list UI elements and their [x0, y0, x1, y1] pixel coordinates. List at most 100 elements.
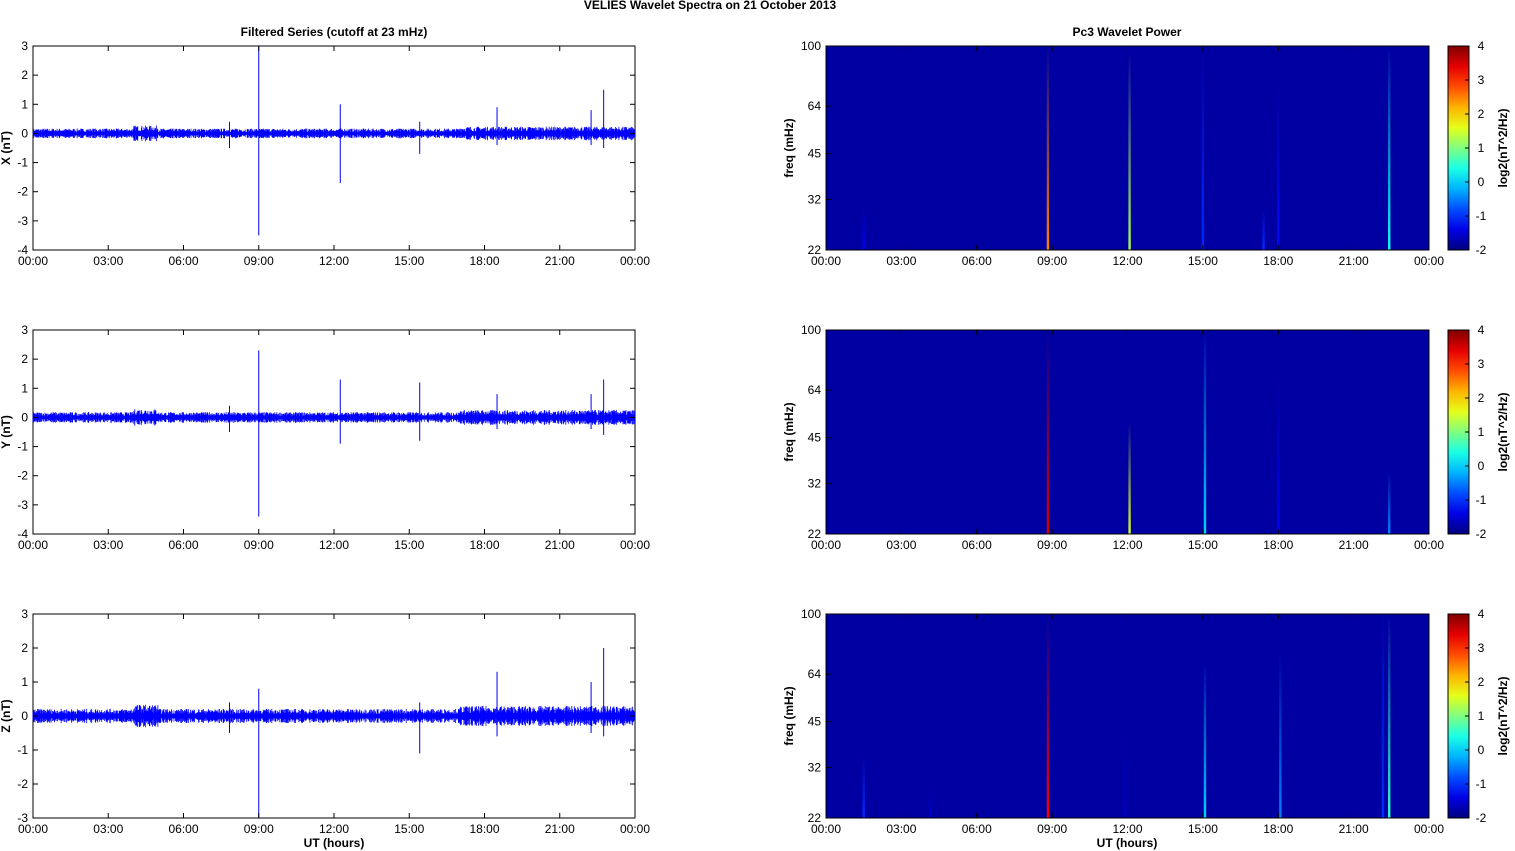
spec-2-cbar-tick-label: 2	[1478, 391, 1485, 405]
spec-2-burst	[1277, 378, 1280, 534]
ts-x-xtick-label: 00:00	[18, 254, 48, 268]
ts-x-xtick-label: 09:00	[244, 254, 274, 268]
spec-2-ytick-label: 45	[808, 431, 822, 445]
spec-1-xtick-label: 00:00	[811, 254, 841, 268]
spec-1-cbar-tick-label: 1	[1478, 141, 1485, 155]
ts-y-ytick-label: -4	[17, 527, 28, 541]
ts-y-plot-area	[32, 329, 636, 535]
ts-y-xtick-label: 00:00	[18, 538, 48, 552]
spec-2-cbar-tick-label: -2	[1476, 527, 1487, 541]
spec-1-xtick-label: 18:00	[1263, 254, 1293, 268]
spec-2-burst	[1128, 423, 1131, 534]
spec-3-ytick-label: 22	[808, 811, 822, 825]
spec-3-ytick-label: 32	[808, 761, 822, 775]
spec-1-ytick-label: 64	[808, 99, 822, 113]
ts-y-ylabel: Y (nT)	[0, 415, 13, 449]
ts-x-xtick-label: 12:00	[319, 254, 349, 268]
spec-1-burst	[1201, 52, 1205, 250]
ts-x-ytick-label: 1	[21, 97, 28, 111]
spec-1-ylabel: freq (mHz)	[782, 118, 796, 177]
ts-x-xtick-label: 06:00	[168, 254, 198, 268]
spec-3-cbar-tick-label: -1	[1476, 777, 1487, 791]
ts-x-ytick-label: -3	[17, 214, 28, 228]
spec-3-burst	[1124, 737, 1127, 818]
spec-3-colorbar-label: log2(nT^2/Hz)	[1496, 676, 1510, 755]
ts-x-xtick-label: 18:00	[469, 254, 499, 268]
spec-3-burst	[929, 785, 932, 818]
ts-y-ytick-label: 0	[21, 410, 28, 424]
spec-2-xtick-label: 21:00	[1339, 538, 1369, 552]
spec-1-xtick-label: 03:00	[886, 254, 916, 268]
ts-z-xtick-label: 21:00	[545, 822, 575, 836]
spec-1-xtick-label: 21:00	[1339, 254, 1369, 268]
spec-2-xtick-label: 09:00	[1037, 538, 1067, 552]
spec-2-xtick-label: 18:00	[1263, 538, 1293, 552]
spec-2-xtick-label: 12:00	[1112, 538, 1142, 552]
spec-3-xtick-label: 06:00	[962, 822, 992, 836]
spec-2-ylabel: freq (mHz)	[782, 402, 796, 461]
spec-3-cbar-tick-label: 3	[1478, 641, 1485, 655]
spec-3-burst	[1203, 662, 1207, 818]
spec-1-burst	[1046, 46, 1050, 250]
spec-2-cbar-tick-label: 0	[1478, 459, 1485, 473]
spec-2-burst	[1046, 330, 1050, 534]
spec-2-xtick-label: 00:00	[1414, 538, 1444, 552]
spec-2-ytick-label: 64	[808, 383, 822, 397]
ts-y-ytick-label: 2	[21, 352, 28, 366]
spec-3-xtick-label: 18:00	[1263, 822, 1293, 836]
spec-3-xtick-label: 00:00	[1414, 822, 1444, 836]
spec-1-xtick-label: 06:00	[962, 254, 992, 268]
ts-x-ytick-label: -4	[17, 243, 28, 257]
spec-3-xtick-label: 21:00	[1339, 822, 1369, 836]
spec-3-xtick-label: 03:00	[886, 822, 916, 836]
right-x-axis-label: UT (hours)	[1097, 836, 1158, 850]
ts-z-xtick-label: 00:00	[620, 822, 650, 836]
ts-z-xtick-label: 06:00	[168, 822, 198, 836]
spec-1-cbar-tick-label: 4	[1478, 39, 1485, 53]
spec-3-burst	[862, 755, 865, 818]
ts-y-xtick-label: 03:00	[93, 538, 123, 552]
spec-2-ytick-label: 22	[808, 527, 822, 541]
ts-z-ytick-label: -1	[17, 743, 28, 757]
spec-3-ytick-label: 100	[801, 607, 821, 621]
spec-3-cbar-tick-label: 4	[1478, 607, 1485, 621]
spec-1-plot-area	[826, 46, 1429, 250]
ts-x-ytick-label: 0	[21, 126, 28, 140]
spec-3-xtick-label: 00:00	[811, 822, 841, 836]
spec-2-xtick-label: 06:00	[962, 538, 992, 552]
spec-2-colorbar-label: log2(nT^2/Hz)	[1496, 392, 1510, 471]
ts-z-ytick-label: -3	[17, 811, 28, 825]
spec-3-plot-area	[826, 614, 1429, 818]
spec-1-cbar-tick-label: -2	[1476, 243, 1487, 257]
ts-x-ytick-label: 3	[21, 39, 28, 53]
ts-x-ytick-label: -1	[17, 156, 28, 170]
ts-y-ytick-label: -1	[17, 440, 28, 454]
spec-1-cbar-tick-label: 3	[1478, 73, 1485, 87]
figure-title: VELIES Wavelet Spectra on 21 October 201…	[584, 0, 837, 12]
spec-2-cbar-tick-label: 3	[1478, 357, 1485, 371]
ts-z-xtick-label: 12:00	[319, 822, 349, 836]
right-column-title: Pc3 Wavelet Power	[1073, 25, 1182, 39]
spec-2-cbar-tick-label: 1	[1478, 425, 1485, 439]
ts-y-xtick-label: 06:00	[168, 538, 198, 552]
ts-z-xtick-label: 18:00	[469, 822, 499, 836]
spec-1-ytick-label: 100	[801, 39, 821, 53]
ts-y-ytick-label: 1	[21, 381, 28, 395]
ts-z-ytick-label: 3	[21, 607, 28, 621]
ts-y-ytick-label: -3	[17, 498, 28, 512]
ts-y-xtick-label: 09:00	[244, 538, 274, 552]
spec-1-ytick-label: 32	[808, 193, 822, 207]
ts-x-xtick-label: 03:00	[93, 254, 123, 268]
spec-2-cbar-tick-label: -1	[1476, 493, 1487, 507]
spec-3-burst	[1279, 652, 1282, 818]
ts-y-xtick-label: 12:00	[319, 538, 349, 552]
ts-x-xtick-label: 00:00	[620, 254, 650, 268]
spec-3-ytick-label: 64	[808, 667, 822, 681]
ts-x-ylabel: X (nT)	[0, 131, 13, 165]
spec-3-xtick-label: 12:00	[1112, 822, 1142, 836]
spec-2-xtick-label: 15:00	[1188, 538, 1218, 552]
ts-z-xtick-label: 03:00	[93, 822, 123, 836]
ts-z-ytick-label: 0	[21, 709, 28, 723]
ts-y-xtick-label: 15:00	[394, 538, 424, 552]
spec-1-cbar-tick-label: 2	[1478, 107, 1485, 121]
